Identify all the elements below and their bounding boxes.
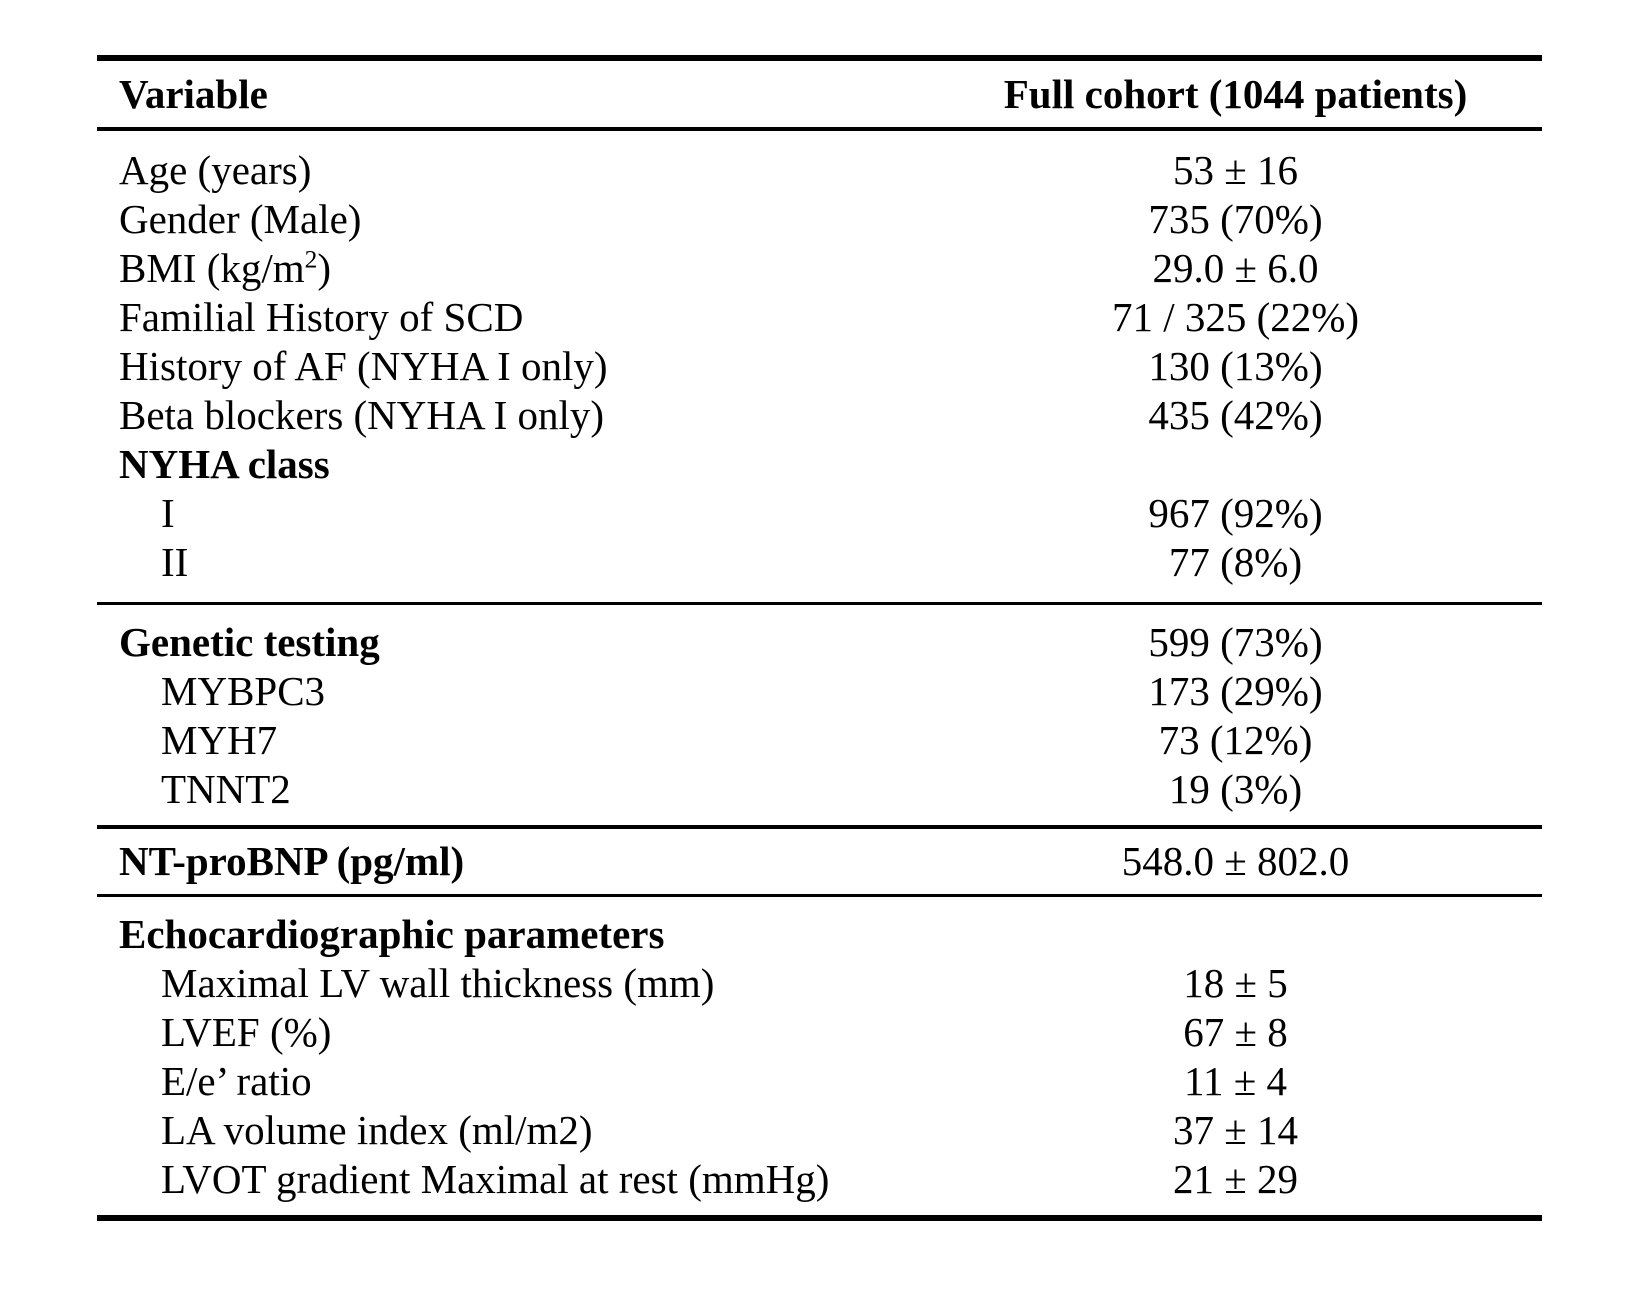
row-myh7: MYH7 73 (12%): [97, 715, 1542, 764]
section-separator-rule: [97, 893, 1542, 897]
row-label: Beta blockers (NYHA I only): [119, 392, 605, 438]
row-bmi: BMI (kg/m2) 29.0 ± 6.0: [97, 244, 1542, 293]
row-label: Familial History of SCD: [119, 294, 524, 340]
row-nyha-ii: II 77 (8%): [97, 538, 1542, 587]
header-variable: Variable: [119, 71, 268, 117]
row-label: Echocardiographic parameters: [119, 910, 665, 957]
row-label: E/e’ ratio: [161, 1057, 312, 1104]
row-value: 19 (3%): [1168, 765, 1303, 812]
row-value: 77 (8%): [1168, 539, 1303, 585]
row-value: 130 (13%): [1148, 343, 1323, 389]
row-lvef: LVEF (%) 67 ± 8: [97, 1007, 1542, 1056]
row-value: 18 ± 5: [1183, 959, 1288, 1006]
row-label: History of AF (NYHA I only): [119, 343, 608, 389]
row-value: 599 (73%): [1148, 618, 1323, 665]
header-separator-rule: [97, 127, 1542, 131]
row-label: NYHA class: [119, 441, 330, 487]
row-value: 548.0 ± 802.0: [1121, 838, 1350, 884]
row-max-lv-wall-thickness: Maximal LV wall thickness (mm) 18 ± 5: [97, 958, 1542, 1007]
row-age-years: Age (years) 53 ± 16: [97, 146, 1542, 195]
row-la-volume-index: LA volume index (ml/m2) 37 ± 14: [97, 1105, 1542, 1154]
row-label: BMI (kg/m2): [97, 244, 929, 292]
section-separator-rule: [97, 825, 1542, 829]
row-value: 11 ± 4: [1184, 1057, 1287, 1104]
row-label: I: [161, 490, 175, 536]
section-nt-probnp: NT-proBNP (pg/ml) 548.0 ± 802.0: [97, 829, 1542, 894]
row-mybpc3: MYBPC3 173 (29%): [97, 666, 1542, 715]
row-nyha-i: I 967 (92%): [97, 489, 1542, 538]
row-value: 173 (29%): [1148, 667, 1323, 714]
row-value: 435 (42%): [1148, 392, 1323, 438]
section-demographics: Age (years) 53 ± 16 Gender (Male) 735 (7…: [97, 131, 1542, 602]
section-genetic-testing: Genetic testing 599 (73%) MYBPC3 173 (29…: [97, 605, 1542, 825]
row-label: LA volume index (ml/m2): [161, 1106, 593, 1153]
header-full-cohort: Full cohort (1044 patients): [1003, 71, 1468, 117]
row-label: MYH7: [161, 716, 278, 763]
row-nt-probnp: NT-proBNP (pg/ml) 548.0 ± 802.0: [97, 837, 1542, 886]
row-label: NT-proBNP (pg/ml): [119, 838, 465, 884]
row-echo-params-header: Echocardiographic parameters: [97, 909, 1542, 958]
row-value: 735 (70%): [1148, 196, 1323, 242]
row-value: 71 / 325 (22%): [1111, 294, 1360, 340]
table-bottom-rule: [97, 1215, 1542, 1221]
row-label: Age (years): [119, 147, 312, 193]
row-label: Maximal LV wall thickness (mm): [161, 959, 715, 1006]
row-label: LVOT gradient Maximal at rest (mmHg): [161, 1155, 830, 1202]
table-top-rule: [97, 55, 1542, 61]
row-label: II: [161, 539, 189, 585]
row-value: 21 ± 29: [1172, 1155, 1298, 1202]
bmi-superscript: 2: [304, 245, 318, 274]
section-echocardiographic: Echocardiographic parameters Maximal LV …: [97, 897, 1542, 1215]
row-value: 53 ± 16: [1172, 147, 1298, 193]
row-value: 73 (12%): [1158, 716, 1313, 763]
row-label: TNNT2: [161, 765, 291, 812]
row-label: LVEF (%): [161, 1008, 332, 1055]
section-separator-rule: [97, 601, 1542, 605]
row-lvot-gradient: LVOT gradient Maximal at rest (mmHg) 21 …: [97, 1154, 1542, 1203]
row-history-af: History of AF (NYHA I only) 130 (13%): [97, 342, 1542, 391]
bmi-label-close: ): [317, 245, 332, 291]
row-gender-male: Gender (Male) 735 (70%): [97, 195, 1542, 244]
patient-characteristics-table: Variable Full cohort (1044 patients) Age…: [97, 55, 1542, 1221]
row-tnnt2: TNNT2 19 (3%): [97, 764, 1542, 813]
row-value: 29.0 ± 6.0: [1152, 245, 1319, 291]
bmi-label-text: BMI (kg/m: [119, 245, 305, 291]
row-value: 67 ± 8: [1183, 1008, 1288, 1055]
row-genetic-testing: Genetic testing 599 (73%): [97, 617, 1542, 666]
row-label: Gender (Male): [119, 196, 362, 242]
row-value: 967 (92%): [1148, 490, 1323, 536]
row-label: MYBPC3: [161, 667, 326, 714]
row-value: 37 ± 14: [1172, 1106, 1298, 1153]
row-familial-history-scd: Familial History of SCD 71 / 325 (22%): [97, 293, 1542, 342]
row-ee-ratio: E/e’ ratio 11 ± 4: [97, 1056, 1542, 1105]
table-header-row: Variable Full cohort (1044 patients): [97, 61, 1542, 127]
row-beta-blockers: Beta blockers (NYHA I only) 435 (42%): [97, 391, 1542, 440]
row-nyha-class-header: NYHA class: [97, 440, 1542, 489]
row-label: Genetic testing: [119, 618, 380, 665]
